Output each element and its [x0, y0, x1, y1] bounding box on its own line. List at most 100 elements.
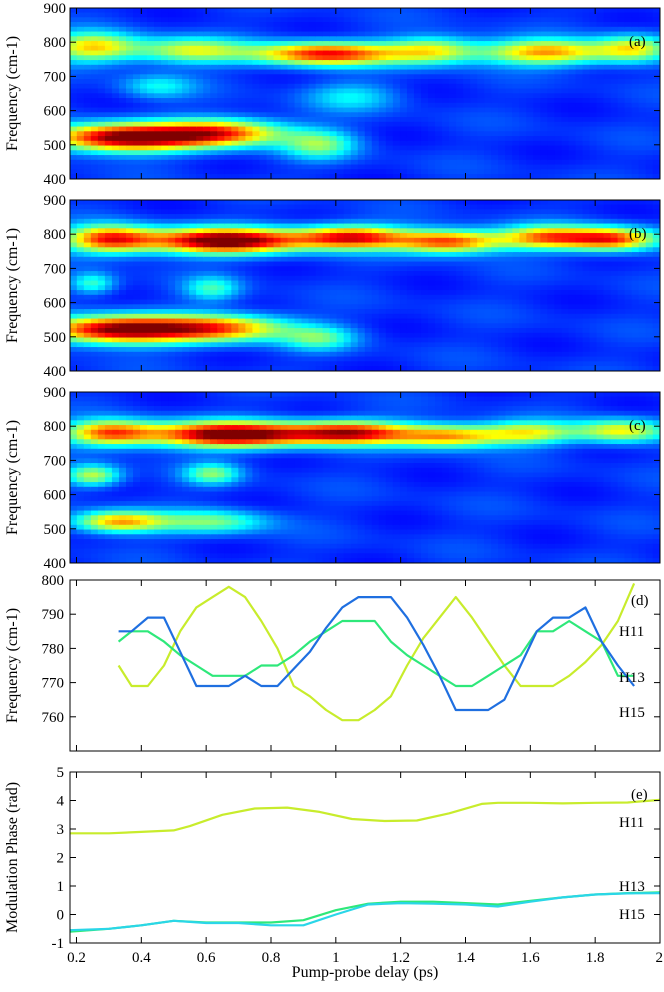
heatmap-cell	[442, 36, 451, 43]
heatmap-cell	[477, 112, 486, 119]
heatmap-cell	[575, 50, 584, 57]
heatmap-cell	[182, 228, 191, 235]
heatmap-cell	[217, 145, 226, 152]
heatmap-cell	[147, 112, 156, 119]
heatmap-cell	[378, 347, 387, 353]
heatmap-cell	[470, 93, 479, 100]
heatmap-cell	[252, 60, 261, 66]
heatmap-cell	[118, 290, 127, 296]
heatmap-cell	[147, 31, 156, 38]
heatmap-cell	[561, 31, 570, 38]
heatmap-cell	[442, 79, 451, 85]
heatmap-cell	[238, 252, 247, 258]
heatmap-cell	[336, 55, 345, 62]
heatmap-cell	[385, 31, 394, 38]
heatmap-cell	[238, 223, 247, 230]
heatmap-cell	[350, 26, 359, 33]
heatmap-cell	[512, 169, 521, 176]
heatmap-cell	[238, 26, 247, 33]
heatmap-cell	[161, 204, 170, 211]
heatmap-cell	[406, 342, 415, 349]
heatmap-cell	[231, 83, 240, 90]
heatmap-cell	[435, 261, 444, 268]
heatmap-cell	[90, 155, 99, 161]
heatmap-cell	[161, 361, 170, 368]
heatmap-cell	[154, 294, 163, 301]
heatmap-cell	[449, 150, 458, 157]
heatmap-cell	[561, 26, 570, 33]
heatmap-cell	[182, 60, 191, 66]
heatmap-cell	[76, 8, 85, 14]
heatmap-cell	[610, 26, 619, 33]
heatmap-cell	[449, 60, 458, 66]
heatmap-cell	[364, 252, 373, 258]
heatmap-cell	[484, 169, 493, 176]
heatmap-cell	[315, 140, 324, 147]
heatmap-cell	[456, 93, 465, 100]
heatmap-cell	[371, 69, 380, 76]
heatmap-cell	[392, 12, 401, 19]
heatmap-cell	[603, 69, 612, 76]
heatmap-cell	[406, 347, 415, 353]
heatmap-cell	[406, 22, 415, 28]
heatmap-cell	[519, 159, 528, 166]
heatmap-cell	[603, 22, 612, 28]
heatmap-cell	[189, 102, 198, 109]
heatmap-cell	[252, 45, 261, 52]
heatmap-cell	[406, 356, 415, 363]
heatmap-cell	[463, 64, 472, 71]
heatmap-cell	[357, 26, 366, 33]
heatmap-cell	[140, 313, 149, 320]
heatmap-cell	[428, 237, 437, 244]
heatmap-cell	[315, 280, 324, 287]
heatmap-cell	[125, 271, 135, 277]
heatmap-cell	[287, 36, 296, 43]
heatmap-cell	[484, 55, 493, 62]
heatmap-cell	[175, 50, 184, 57]
heatmap-cell	[280, 41, 289, 47]
heatmap-cell	[266, 299, 275, 306]
heatmap-cell	[154, 60, 163, 66]
heatmap-cell	[399, 332, 408, 339]
heatmap-cell	[428, 69, 437, 76]
heatmap-cell	[196, 112, 205, 119]
heatmap-cell	[111, 328, 120, 334]
heatmap-cell	[245, 12, 254, 19]
heatmap-cell	[505, 164, 514, 171]
heatmap-cell	[217, 223, 226, 230]
heatmap-cell	[406, 361, 415, 368]
heatmap-cell	[140, 22, 149, 28]
heatmap-cell	[90, 102, 99, 109]
heatmap-cell	[259, 299, 268, 306]
heatmap-cell	[456, 74, 465, 81]
heatmap-cell	[596, 64, 605, 71]
heatmap-cell	[140, 98, 149, 104]
heatmap-cell	[280, 237, 289, 244]
heatmap-cell	[449, 26, 458, 33]
heatmap-cell	[189, 337, 198, 344]
heatmap-cell	[484, 83, 493, 90]
heatmap-cell	[111, 200, 120, 206]
heatmap-cell	[287, 50, 296, 57]
heatmap-cell	[456, 64, 465, 71]
heatmap-cell	[652, 36, 660, 43]
heatmap-cell	[364, 17, 373, 24]
heatmap-cell	[399, 299, 408, 306]
heatmap-cell	[603, 145, 612, 152]
heatmap-cell	[104, 98, 113, 104]
heatmap-cell	[210, 328, 219, 334]
heatmap-cell	[603, 8, 612, 14]
heatmap-cell	[357, 22, 366, 28]
heatmap-cell	[456, 126, 465, 133]
heatmap-cell	[217, 36, 226, 43]
heatmap-cell	[301, 169, 310, 176]
heatmap-cell	[189, 347, 198, 353]
heatmap-cell	[322, 50, 331, 57]
heatmap-cell	[547, 31, 556, 38]
heatmap-cell	[111, 41, 120, 47]
heatmap-cell	[175, 45, 184, 52]
heatmap-cell	[420, 223, 430, 230]
heatmap-cell	[413, 280, 422, 287]
heatmap-cell	[224, 271, 233, 277]
heatmap-cell	[301, 55, 310, 62]
